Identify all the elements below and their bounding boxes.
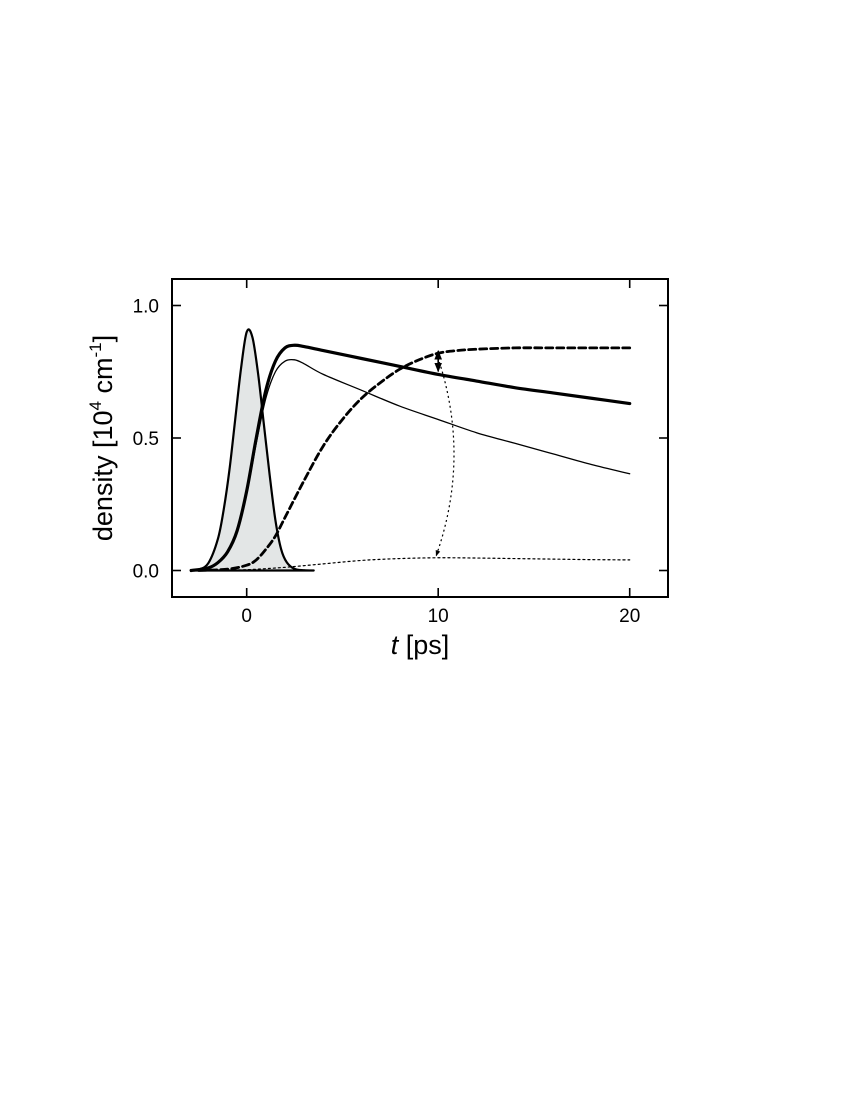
x-axis-symbol: t <box>391 630 400 660</box>
y-axis-title: density [104 cm-1] <box>86 335 118 541</box>
x-axis-unit: [ps] <box>398 630 449 660</box>
y-axis-mid: cm <box>88 358 118 402</box>
x-tick-label: 10 <box>428 606 449 627</box>
y-axis-exp1: 4 <box>86 401 105 410</box>
series-line-filled-gray <box>190 328 315 572</box>
series-layer <box>189 328 632 573</box>
transfer-arrow <box>435 351 455 557</box>
y-tick-label: 1.0 <box>133 297 159 318</box>
x-axis-title: t [ps] <box>391 630 450 660</box>
y-tick-label: 0.0 <box>133 562 159 583</box>
annotation-layer <box>434 349 455 557</box>
y-axis-exp2: -1 <box>86 342 105 357</box>
series-line-thick-solid <box>189 343 632 573</box>
y-axis-end: ] <box>88 335 118 343</box>
tick-layer: 0 10 20 0.0 0.5 1.0 <box>133 279 668 627</box>
y-tick-label: 0.5 <box>133 429 159 450</box>
y-axis-text: density [10 <box>88 411 118 542</box>
series-line-thin-dotted <box>207 557 631 572</box>
series-line-thick-dashed <box>197 346 632 572</box>
x-tick-label: 20 <box>619 606 640 627</box>
x-tick-label: 0 <box>241 606 252 627</box>
